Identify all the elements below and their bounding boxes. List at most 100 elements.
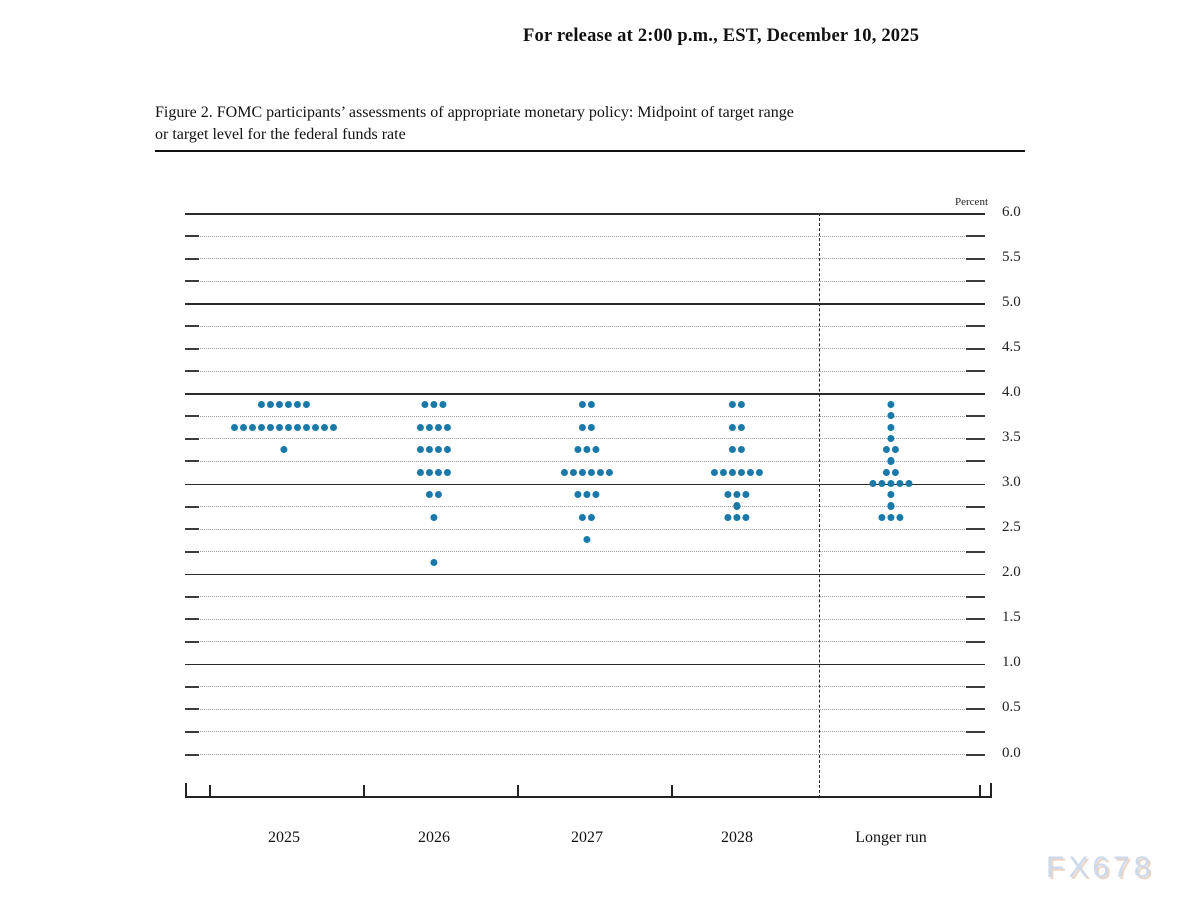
y-tick-label-3.0: 3.0 <box>1002 474 1021 490</box>
y-gridline-right-tick <box>966 235 985 238</box>
x-axis-section-tick <box>671 784 673 797</box>
dots-row-longer-run-3.625 <box>887 423 895 431</box>
projection-dot <box>578 513 587 521</box>
y-gridline-right-tick <box>966 528 985 531</box>
y-gridline-left-tick <box>185 257 199 260</box>
y-gridline-0.25 <box>185 731 985 733</box>
projection-dot <box>583 491 591 499</box>
projection-dot <box>587 401 596 409</box>
category-label-2028: 2028 <box>721 829 753 846</box>
projection-dot <box>583 446 591 454</box>
projection-dot <box>248 423 257 431</box>
y-gridline-1.50 <box>185 618 985 620</box>
y-gridline-3.75 <box>185 415 985 417</box>
projection-dot <box>592 446 600 454</box>
projection-dot <box>728 423 737 431</box>
dots-row-longer-run-3.5 <box>887 434 895 442</box>
x-axis-section-tick <box>517 784 519 797</box>
projection-dot <box>742 491 750 499</box>
y-tick-label-0.5: 0.5 <box>1002 699 1021 716</box>
dots-row-2028-3.375 <box>728 446 746 454</box>
y-gridline-3.00 <box>185 483 985 485</box>
projection-dot <box>239 423 248 431</box>
dots-row-2026-3.625 <box>416 423 452 431</box>
projection-dot <box>887 423 895 431</box>
x-axis-left-corner <box>185 782 187 797</box>
y-gridline-right-tick <box>966 347 985 350</box>
projection-dot <box>887 502 895 510</box>
projection-dot <box>728 446 737 454</box>
y-gridline-4.50 <box>185 348 985 350</box>
y-tick-label-2.0: 2.0 <box>1002 564 1021 581</box>
dots-row-2027-2.875 <box>574 491 600 499</box>
projection-dot <box>416 423 425 431</box>
dots-row-2028-2.625 <box>724 513 750 521</box>
y-gridline-1.00 <box>185 663 985 666</box>
percent-axis-label: Percent <box>955 196 988 208</box>
projection-dot <box>887 434 895 442</box>
dots-row-longer-run-2.875 <box>887 491 895 499</box>
y-tick-label-4.0: 4.0 <box>1002 383 1021 400</box>
x-axis-section-tick <box>209 784 211 797</box>
y-gridline-0.00 <box>185 754 985 755</box>
y-gridline-right-tick <box>966 730 985 733</box>
dots-row-2026-2.625 <box>430 513 438 521</box>
y-gridline-1.75 <box>185 596 985 598</box>
dots-row-2028-3.125 <box>710 468 764 476</box>
projection-dot <box>434 491 443 499</box>
y-tick-label-4.5: 4.5 <box>1002 338 1021 355</box>
y-gridline-2.50 <box>185 528 985 530</box>
y-gridline-left-tick <box>185 753 199 756</box>
projection-dot <box>605 468 614 476</box>
x-axis-right-corner <box>990 782 992 797</box>
projection-dot <box>882 468 891 476</box>
y-gridline-left-tick <box>185 730 199 733</box>
dots-row-2027-2.625 <box>578 513 596 521</box>
projection-dot <box>737 423 746 431</box>
projection-dot <box>869 479 877 488</box>
y-gridline-left-tick <box>185 528 199 531</box>
y-gridline-2.25 <box>185 551 985 553</box>
projection-dot <box>891 446 900 454</box>
projection-dot <box>719 468 728 476</box>
projection-dot <box>733 491 741 499</box>
x-axis-section-tick <box>363 784 365 797</box>
y-tick-label-6.0: 6.0 <box>1002 203 1021 220</box>
projection-dot <box>578 423 587 431</box>
dots-row-2025-3.375 <box>280 446 288 454</box>
dots-row-2026-2.875 <box>425 491 443 499</box>
projection-dot <box>257 401 266 409</box>
y-gridline-left-tick <box>185 280 199 283</box>
y-gridline-left-tick <box>185 640 199 643</box>
figure-title-line1: Figure 2. FOMC participants’ assessments… <box>155 104 794 121</box>
y-gridline-left-tick <box>185 437 199 440</box>
y-tick-label-3.5: 3.5 <box>1002 428 1021 445</box>
dots-row-2025-3.875 <box>257 401 311 409</box>
projection-dot <box>430 513 438 521</box>
projection-dot <box>266 423 275 431</box>
projection-dot <box>443 468 452 476</box>
projection-dot <box>896 513 904 521</box>
projection-dot <box>587 423 596 431</box>
projection-dot <box>329 423 338 431</box>
y-gridline-right-tick <box>966 437 985 440</box>
dots-row-2028-2.75 <box>733 502 741 510</box>
dots-row-2026-3.375 <box>416 446 452 454</box>
dots-row-2028-3.625 <box>728 423 746 431</box>
y-gridline-right-tick <box>966 595 985 598</box>
y-gridline-right-tick <box>966 685 985 688</box>
dots-row-2026-3.875 <box>421 401 447 409</box>
projection-dot <box>882 446 891 454</box>
projection-dot <box>430 558 438 566</box>
y-tick-label-0.0: 0.0 <box>1002 744 1021 761</box>
y-gridline-left-tick <box>185 347 199 350</box>
projection-dot <box>887 412 895 420</box>
projection-dot <box>293 423 302 431</box>
projection-dot <box>425 468 434 476</box>
y-gridline-left-tick <box>185 505 199 508</box>
projection-dot <box>578 401 587 409</box>
dots-row-2026-3.125 <box>416 468 452 476</box>
projection-dot <box>430 401 438 409</box>
projection-dot <box>728 468 737 476</box>
